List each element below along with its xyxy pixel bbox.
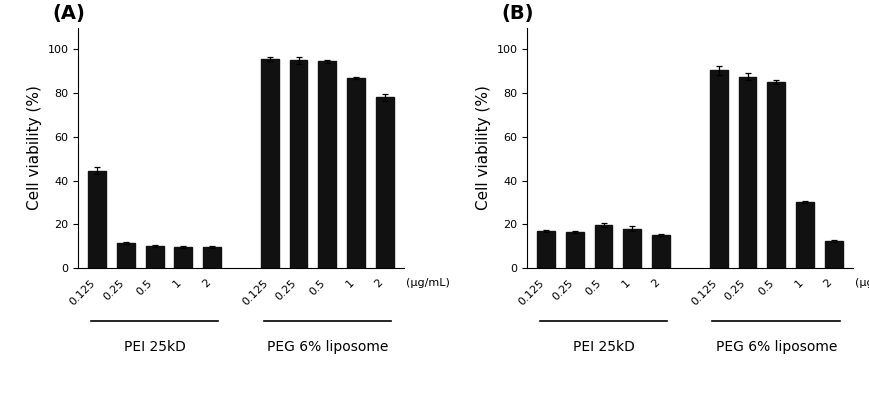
Text: 2: 2	[373, 277, 384, 290]
Text: 0.125: 0.125	[516, 277, 546, 307]
Text: 2: 2	[200, 277, 212, 290]
Text: 1: 1	[793, 277, 804, 290]
Text: 1: 1	[344, 277, 355, 290]
Bar	[652, 235, 669, 268]
Bar	[738, 77, 755, 268]
Text: (A): (A)	[52, 4, 85, 23]
Bar	[116, 243, 135, 268]
Text: 0.125: 0.125	[240, 277, 269, 307]
Bar	[766, 82, 785, 268]
Bar	[375, 97, 394, 268]
Bar	[565, 232, 583, 268]
Text: PEG 6% liposome: PEG 6% liposome	[715, 340, 836, 354]
Text: 0.25: 0.25	[549, 277, 574, 302]
Bar	[709, 70, 726, 268]
Text: 0.25: 0.25	[101, 277, 126, 302]
Text: 0.5: 0.5	[583, 277, 603, 297]
Text: 0.25: 0.25	[274, 277, 298, 302]
Bar	[347, 78, 365, 268]
Text: 1: 1	[620, 277, 632, 290]
Bar	[594, 225, 612, 268]
Text: 0.5: 0.5	[308, 277, 327, 297]
Text: 0.25: 0.25	[722, 277, 746, 302]
Y-axis label: Cell viability (%): Cell viability (%)	[475, 85, 490, 210]
Bar	[824, 241, 842, 268]
Text: 0.125: 0.125	[68, 277, 97, 307]
Text: (μg/mL): (μg/mL)	[853, 277, 869, 288]
Bar	[536, 231, 554, 268]
Text: (B): (B)	[501, 4, 533, 23]
Text: 2: 2	[648, 277, 660, 290]
Bar	[318, 61, 336, 268]
Bar	[203, 247, 221, 268]
Text: (μg/mL): (μg/mL)	[405, 277, 449, 288]
Bar	[795, 203, 813, 268]
Text: 0.125: 0.125	[688, 277, 718, 307]
Bar	[261, 59, 278, 268]
Bar	[623, 229, 640, 268]
Text: 0.5: 0.5	[135, 277, 155, 297]
Bar	[175, 247, 192, 268]
Text: PEI 25kD: PEI 25kD	[572, 340, 634, 354]
Bar	[145, 246, 163, 268]
Text: 1: 1	[171, 277, 183, 290]
Text: PEI 25kD: PEI 25kD	[123, 340, 185, 354]
Bar	[88, 171, 106, 268]
Text: 2: 2	[821, 277, 833, 290]
Text: PEG 6% liposome: PEG 6% liposome	[266, 340, 388, 354]
Text: 0.5: 0.5	[756, 277, 775, 297]
Bar	[289, 60, 307, 268]
Y-axis label: Cell viability (%): Cell viability (%)	[27, 85, 42, 210]
